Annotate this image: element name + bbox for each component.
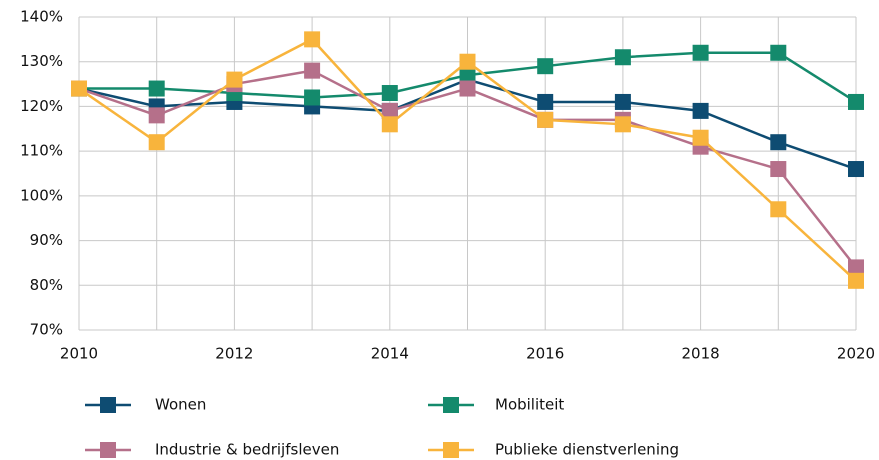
marker — [459, 53, 476, 70]
legend-label: Publieke dienstverlening — [495, 441, 679, 459]
marker — [770, 44, 787, 61]
marker — [304, 31, 321, 48]
x-tick-label: 2010 — [60, 345, 98, 363]
marker — [304, 89, 321, 106]
legend-label: Industrie & bedrijfsleven — [155, 441, 339, 459]
y-tick-label: 90% — [30, 231, 63, 249]
marker — [692, 44, 709, 61]
legend-marker — [443, 397, 459, 413]
marker — [848, 272, 864, 289]
y-tick-label: 70% — [30, 321, 63, 339]
marker — [459, 80, 476, 97]
marker — [692, 129, 709, 146]
marker — [226, 71, 243, 88]
x-tick-label: 2012 — [215, 345, 253, 363]
marker — [537, 111, 554, 128]
legend-marker — [100, 442, 116, 458]
x-tick-label: 2014 — [371, 345, 409, 363]
y-tick-label: 110% — [20, 142, 63, 160]
marker — [148, 80, 165, 97]
marker — [614, 93, 631, 110]
marker — [770, 201, 787, 218]
legend-marker — [443, 442, 459, 458]
legend-label: Mobiliteit — [495, 396, 564, 414]
marker — [148, 134, 165, 151]
marker — [148, 107, 165, 124]
y-tick-label: 130% — [20, 52, 63, 70]
marker — [614, 49, 631, 66]
marker — [381, 102, 398, 119]
y-tick-label: 100% — [20, 186, 63, 204]
marker — [614, 116, 631, 133]
marker — [537, 58, 554, 75]
y-tick-label: 120% — [20, 97, 63, 115]
y-tick-label: 80% — [30, 276, 63, 294]
marker — [381, 116, 398, 133]
marker — [381, 85, 398, 102]
x-tick-label: 2018 — [682, 345, 720, 363]
marker — [692, 102, 709, 119]
marker — [304, 62, 321, 79]
marker — [71, 80, 87, 97]
x-tick-label: 2020 — [837, 345, 875, 363]
legend-marker — [100, 397, 116, 413]
marker — [770, 161, 787, 178]
legend-label: Wonen — [155, 396, 206, 414]
marker — [537, 93, 554, 110]
marker — [848, 93, 864, 110]
marker — [770, 134, 787, 151]
marker — [459, 67, 476, 84]
y-tick-label: 140% — [20, 8, 63, 26]
x-tick-label: 2016 — [526, 345, 564, 363]
marker — [848, 161, 864, 178]
marker — [848, 259, 864, 276]
